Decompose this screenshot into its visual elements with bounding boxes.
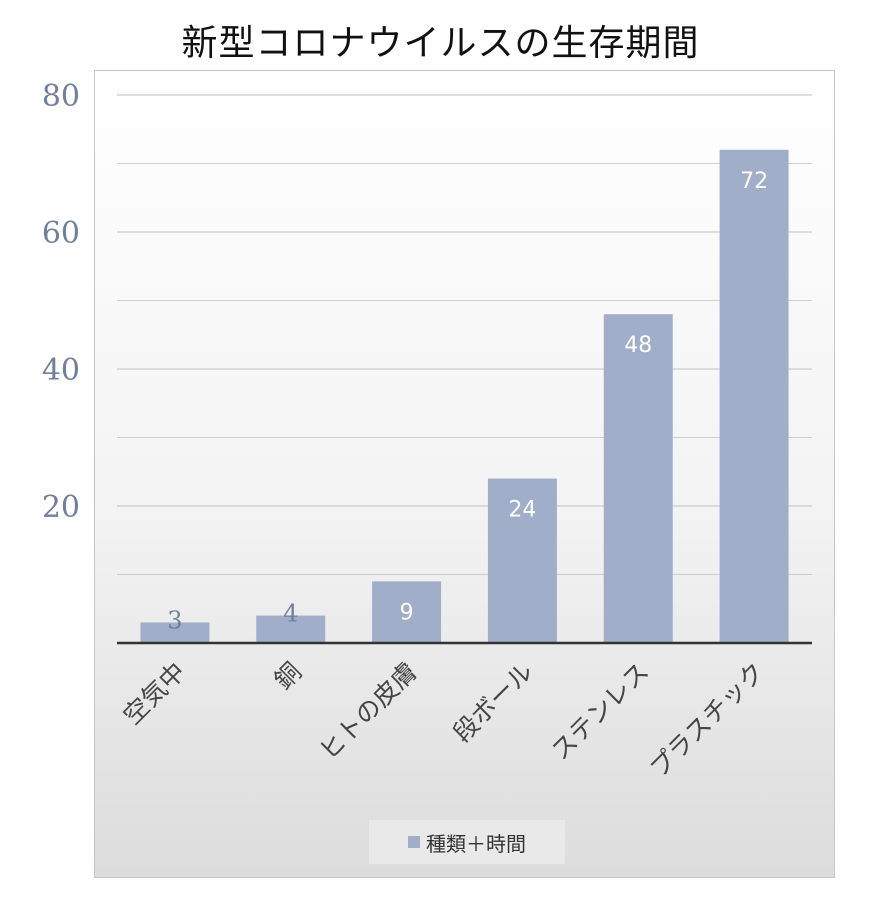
legend: 種類＋時間 xyxy=(369,820,565,864)
legend-swatch xyxy=(408,836,420,848)
data-label: 48 xyxy=(624,333,652,358)
chart-title: 新型コロナウイルスの生存期間 xyxy=(181,23,700,64)
bar xyxy=(372,581,442,643)
data-label: 72 xyxy=(740,169,768,194)
x-tick-label: プラスチック xyxy=(644,657,770,783)
data-label: 24 xyxy=(508,498,536,523)
data-label: 3 xyxy=(167,606,182,634)
y-tick-label: 40 xyxy=(42,353,80,388)
bar xyxy=(256,615,326,643)
x-tick-label: 銅 xyxy=(269,657,307,695)
legend-label: 種類＋時間 xyxy=(426,831,526,856)
bar xyxy=(487,478,557,643)
y-tick-label: 60 xyxy=(42,216,80,251)
bar xyxy=(719,149,789,644)
x-tick-label: ステンレス xyxy=(546,657,655,766)
x-tick-label: 空気中 xyxy=(118,657,192,731)
plot-area xyxy=(94,70,835,878)
y-tick-label: 80 xyxy=(42,79,80,114)
data-label: 9 xyxy=(400,600,414,625)
x-tick-label: 段ボール xyxy=(447,657,538,748)
bar xyxy=(140,622,210,643)
data-label: 4 xyxy=(283,600,298,628)
x-tick-label: ヒトの皮膚 xyxy=(314,657,423,766)
bar xyxy=(603,314,673,643)
y-tick-label: 20 xyxy=(42,490,80,525)
